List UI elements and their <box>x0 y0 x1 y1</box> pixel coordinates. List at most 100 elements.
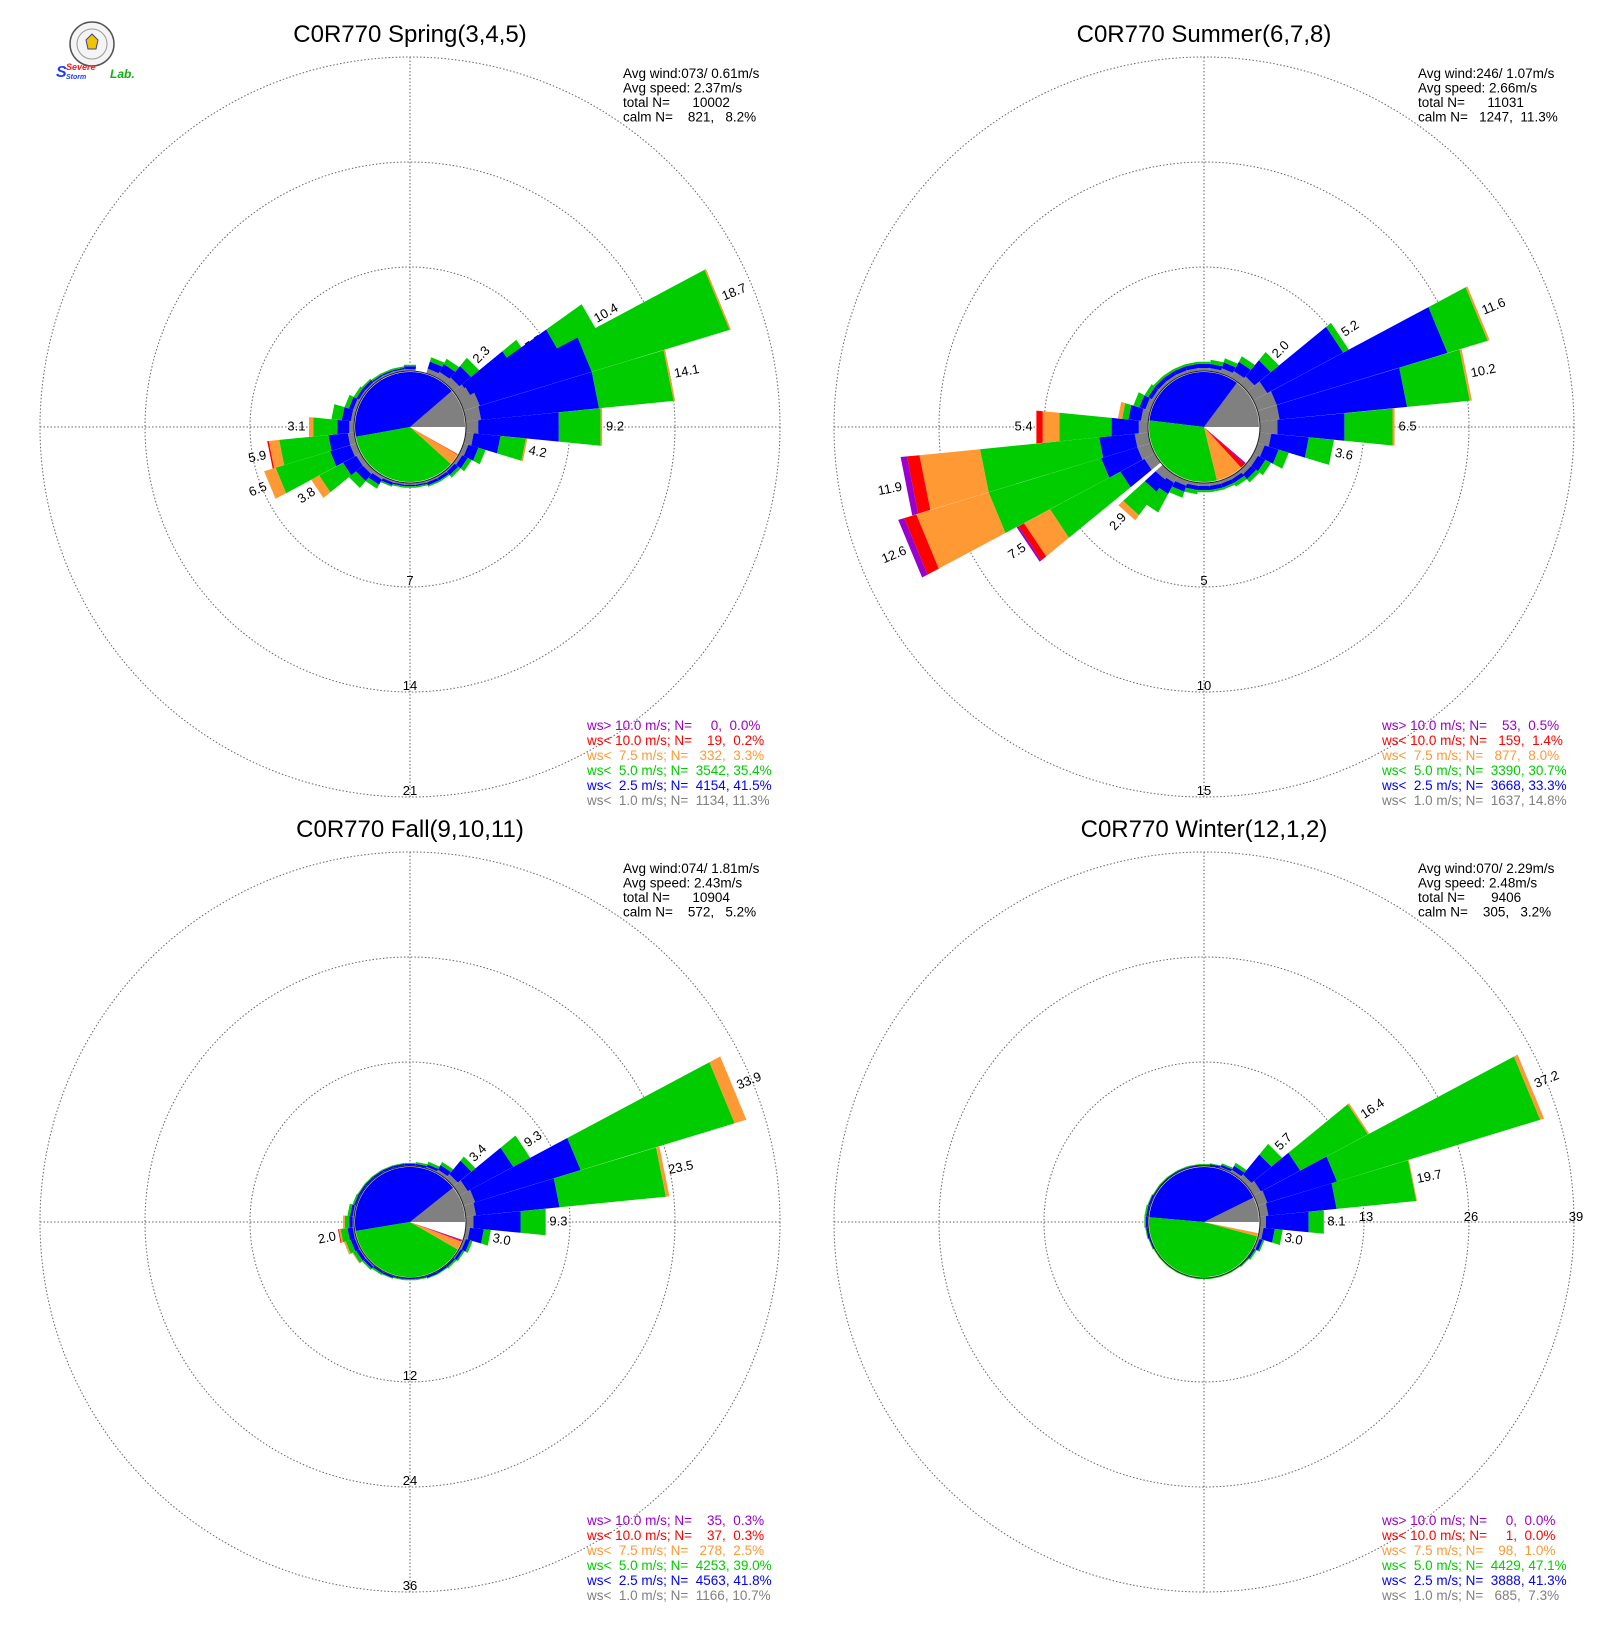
petal-label: 10.2 <box>1469 361 1497 381</box>
petal-segment <box>404 1279 416 1281</box>
petal-segment <box>1137 443 1156 460</box>
ring-label: 12 <box>403 1368 417 1383</box>
petal-segment <box>1308 1210 1324 1234</box>
petal-segment <box>350 1204 355 1217</box>
petal-segment <box>1256 432 1272 447</box>
petal-segment <box>473 447 486 465</box>
petal-segment <box>443 358 460 372</box>
petal-segment <box>344 1241 351 1255</box>
petal-segment <box>438 474 450 483</box>
petal-segment <box>1258 1239 1265 1252</box>
stats-line: total N= 9406 <box>1418 890 1521 905</box>
legend-entry: ws< 7.5 m/s; N= 332, 3.3% <box>586 748 764 763</box>
petal-segment <box>435 371 450 385</box>
petal-segment <box>1209 483 1223 491</box>
petal-label: 11.6 <box>1479 294 1507 317</box>
petal-segment <box>456 455 468 469</box>
petal-segment <box>1123 481 1157 516</box>
petal-segment <box>347 1227 355 1241</box>
petal-segment <box>1146 1216 1148 1228</box>
stats-line: calm N= 305, 3.2% <box>1418 905 1551 920</box>
petal-segment <box>1220 368 1233 379</box>
petal-segment <box>1174 366 1187 375</box>
petal-segment <box>268 439 285 469</box>
petal-segment <box>372 374 383 383</box>
petal-segment <box>1256 405 1280 422</box>
petal-segment <box>337 1229 342 1243</box>
petal-segment <box>427 361 443 374</box>
petal-segment <box>521 438 528 462</box>
petal-segment <box>1177 1167 1188 1173</box>
petal-segment <box>393 1276 405 1280</box>
petal-segment <box>364 1176 374 1186</box>
petal-segment <box>1209 1276 1221 1280</box>
petal-segment <box>1266 1211 1309 1233</box>
petal-segment <box>463 444 479 461</box>
petal-segment <box>349 471 366 488</box>
petal-segment <box>1148 386 1159 400</box>
petal-segment <box>1242 465 1257 480</box>
panel-title: C0R770 Winter(12,1,2) <box>1081 816 1328 843</box>
petal-segment <box>1184 487 1198 495</box>
stats-line: total N= 10904 <box>623 890 730 905</box>
petal-segment <box>1059 412 1112 442</box>
petal-segment <box>1262 1156 1337 1203</box>
petal-segment <box>1159 1257 1169 1267</box>
petal-segment <box>349 1216 353 1228</box>
logo-storm-text: Storm <box>66 74 86 81</box>
wind-rose-panel-4: C0R770 Winter(12,1,2) 13 26 39 5.7 16.4 37.2 19… <box>833 816 1583 1603</box>
petal-label: 5.4 <box>1015 418 1033 433</box>
legend-entry: ws< 1.0 m/s; N= 1637, 14.8% <box>1381 793 1567 808</box>
petal-segment <box>353 386 363 399</box>
hub-slice-lt5 <box>1149 420 1217 482</box>
petal-segment <box>1276 367 1408 420</box>
petal-segment <box>427 480 440 487</box>
petal-label: 3.0 <box>491 1230 512 1248</box>
ring-label: 7 <box>406 573 413 588</box>
petal-segment <box>462 406 482 422</box>
petal-segment <box>704 269 731 330</box>
petal-segment <box>1198 1164 1210 1165</box>
petal-label: 2.0 <box>1269 337 1292 360</box>
petal-label: 12.6 <box>879 543 908 567</box>
petal-segment <box>358 1184 367 1196</box>
ring-label: 24 <box>403 1473 417 1488</box>
petal-segment <box>415 1277 427 1281</box>
petal-segment <box>1134 432 1152 448</box>
hub-slice-calm <box>1204 427 1260 463</box>
petal-label: 19.7 <box>1415 1166 1443 1186</box>
wind-rose-panel-3: C0R770 Fall(9,10,11)1224363.49.333.923.5… <box>39 816 781 1603</box>
petal-segment <box>403 364 417 367</box>
petal-segment <box>437 1267 448 1275</box>
petal-label: 9.3 <box>549 1213 567 1228</box>
petal-segment <box>371 1267 383 1276</box>
petal-segment <box>450 366 471 387</box>
hub-slice-lt2_5 <box>355 371 452 437</box>
petal-segment <box>340 1228 350 1243</box>
legend-entry: ws< 2.5 m/s; N= 4563, 41.8% <box>586 1573 772 1588</box>
petal-segment <box>1133 392 1145 408</box>
petal-segment <box>1177 1271 1188 1277</box>
petal-segment <box>1172 481 1187 492</box>
petal-segment <box>1210 487 1223 493</box>
petal-segment <box>427 1161 440 1169</box>
hub-slice-lt1 <box>1204 382 1259 427</box>
petal-segment <box>1268 433 1309 458</box>
petal-segment <box>415 483 428 488</box>
petal-segment <box>355 465 372 482</box>
petal-segment <box>478 371 600 420</box>
petal-segment <box>1231 472 1245 483</box>
petal-segment <box>1120 458 1152 488</box>
petal-segment <box>353 1250 363 1263</box>
petal-segment <box>500 1135 531 1167</box>
petal-segment <box>415 1162 428 1166</box>
petal-segment <box>1197 363 1211 369</box>
petal-segment <box>1159 1177 1168 1186</box>
petal-segment <box>497 436 526 461</box>
petal-segment <box>1240 1258 1249 1267</box>
petal-segment <box>473 1211 521 1233</box>
petal-segment <box>577 269 730 372</box>
hub-slice-lt1 <box>410 391 466 427</box>
petal-segment <box>1246 469 1260 483</box>
